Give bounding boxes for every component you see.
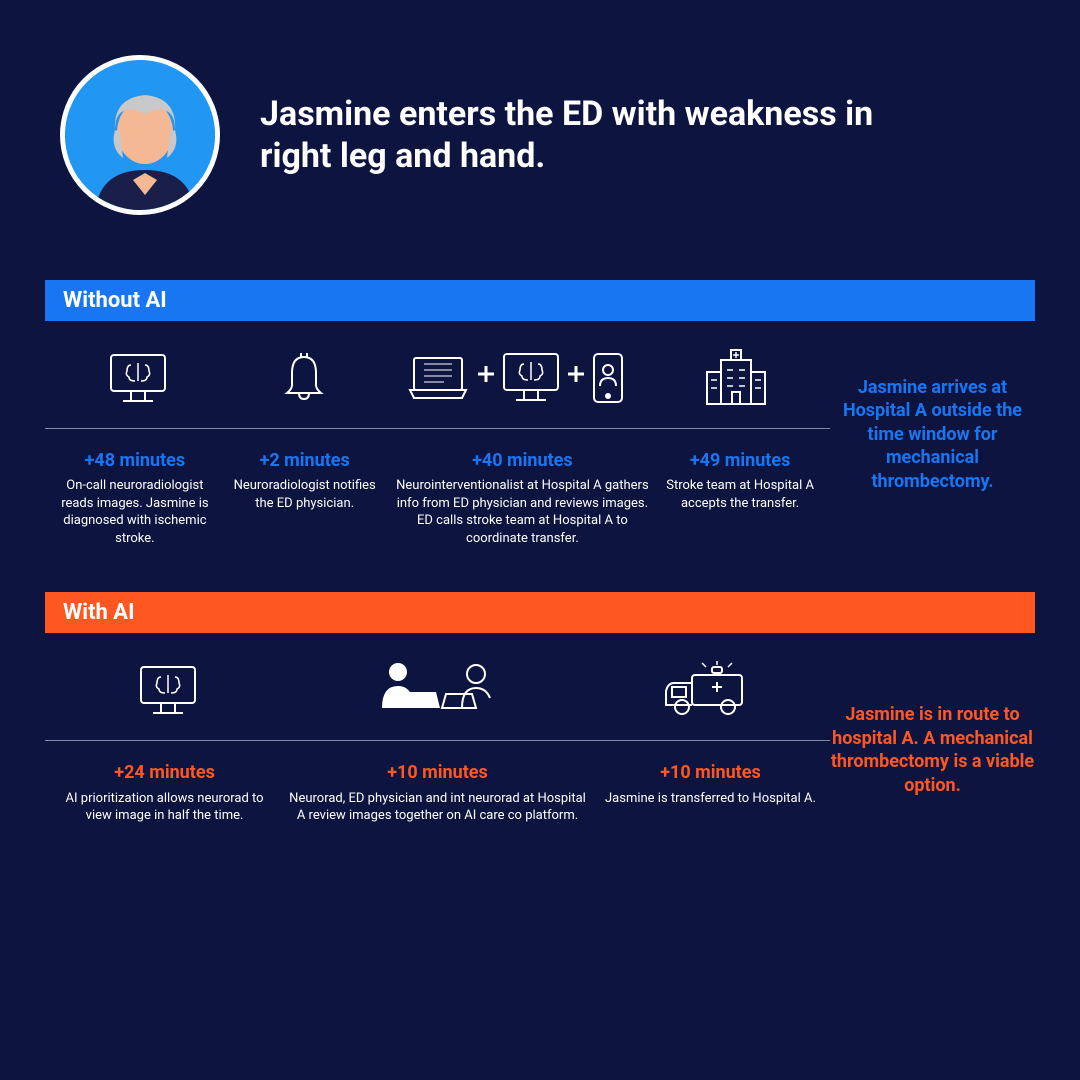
multi-device-icon (388, 344, 654, 414)
step-time: +40 minutes (395, 449, 651, 473)
step-4: +49 minutes Stroke team at Hospital A ac… (660, 449, 820, 547)
outcome-with-ai: Jasmine is in route to hospital A. A mec… (830, 633, 1035, 824)
steps-without-ai: +48 minutes On-call neuroradiologist rea… (45, 429, 830, 547)
step-desc: On-call neuroradiologist reads images. J… (55, 477, 215, 547)
step-3: +40 minutes Neurointerventionalist at Ho… (395, 449, 651, 547)
step-time: +2 minutes (225, 449, 385, 473)
outcome-without-ai: Jasmine arrives at Hospital A outside th… (830, 321, 1035, 547)
step-desc: Neurorad, ED physician and int neurorad … (284, 790, 591, 825)
header: Jasmine enters the ED with weakness in r… (0, 0, 1080, 245)
collaboration-icon (280, 656, 595, 726)
step-time: +10 minutes (601, 761, 820, 785)
hospital-icon (654, 344, 820, 414)
steps-with-ai: +24 minutes AI prioritization allows neu… (45, 741, 830, 824)
section-without-ai: Without AI (0, 280, 1080, 547)
step-time: +48 minutes (55, 449, 215, 473)
step-desc: Jasmine is transferred to Hospital A. (601, 790, 820, 808)
step-time: +10 minutes (284, 761, 591, 785)
step-desc: Stroke team at Hospital A accepts the tr… (660, 477, 820, 512)
patient-avatar (60, 55, 220, 215)
banner-with-ai: With AI (45, 592, 1035, 633)
banner-without-ai: Without AI (45, 280, 1035, 321)
bell-icon (221, 344, 387, 414)
step-3: +10 minutes Jasmine is transferred to Ho… (601, 761, 820, 824)
step-desc: AI prioritization allows neurorad to vie… (55, 790, 274, 825)
step-2: +2 minutes Neuroradiologist notifies the… (225, 449, 385, 547)
step-time: +49 minutes (660, 449, 820, 473)
brain-monitor-icon (55, 344, 221, 414)
step-time: +24 minutes (55, 761, 274, 785)
step-2: +10 minutes Neurorad, ED physician and i… (284, 761, 591, 824)
step-1: +48 minutes On-call neuroradiologist rea… (55, 449, 215, 547)
page-title: Jasmine enters the ED with weakness in r… (260, 93, 900, 178)
step-1: +24 minutes AI prioritization allows neu… (55, 761, 274, 824)
step-desc: Neuroradiologist notifies the ED physici… (225, 477, 385, 512)
icons-row-without-ai (45, 339, 830, 429)
step-desc: Neurointerventionalist at Hospital A gat… (395, 477, 651, 547)
section-with-ai: With AI (0, 592, 1080, 824)
brain-monitor-icon (55, 656, 280, 726)
ambulance-icon (595, 656, 820, 726)
icons-row-with-ai (45, 651, 830, 741)
